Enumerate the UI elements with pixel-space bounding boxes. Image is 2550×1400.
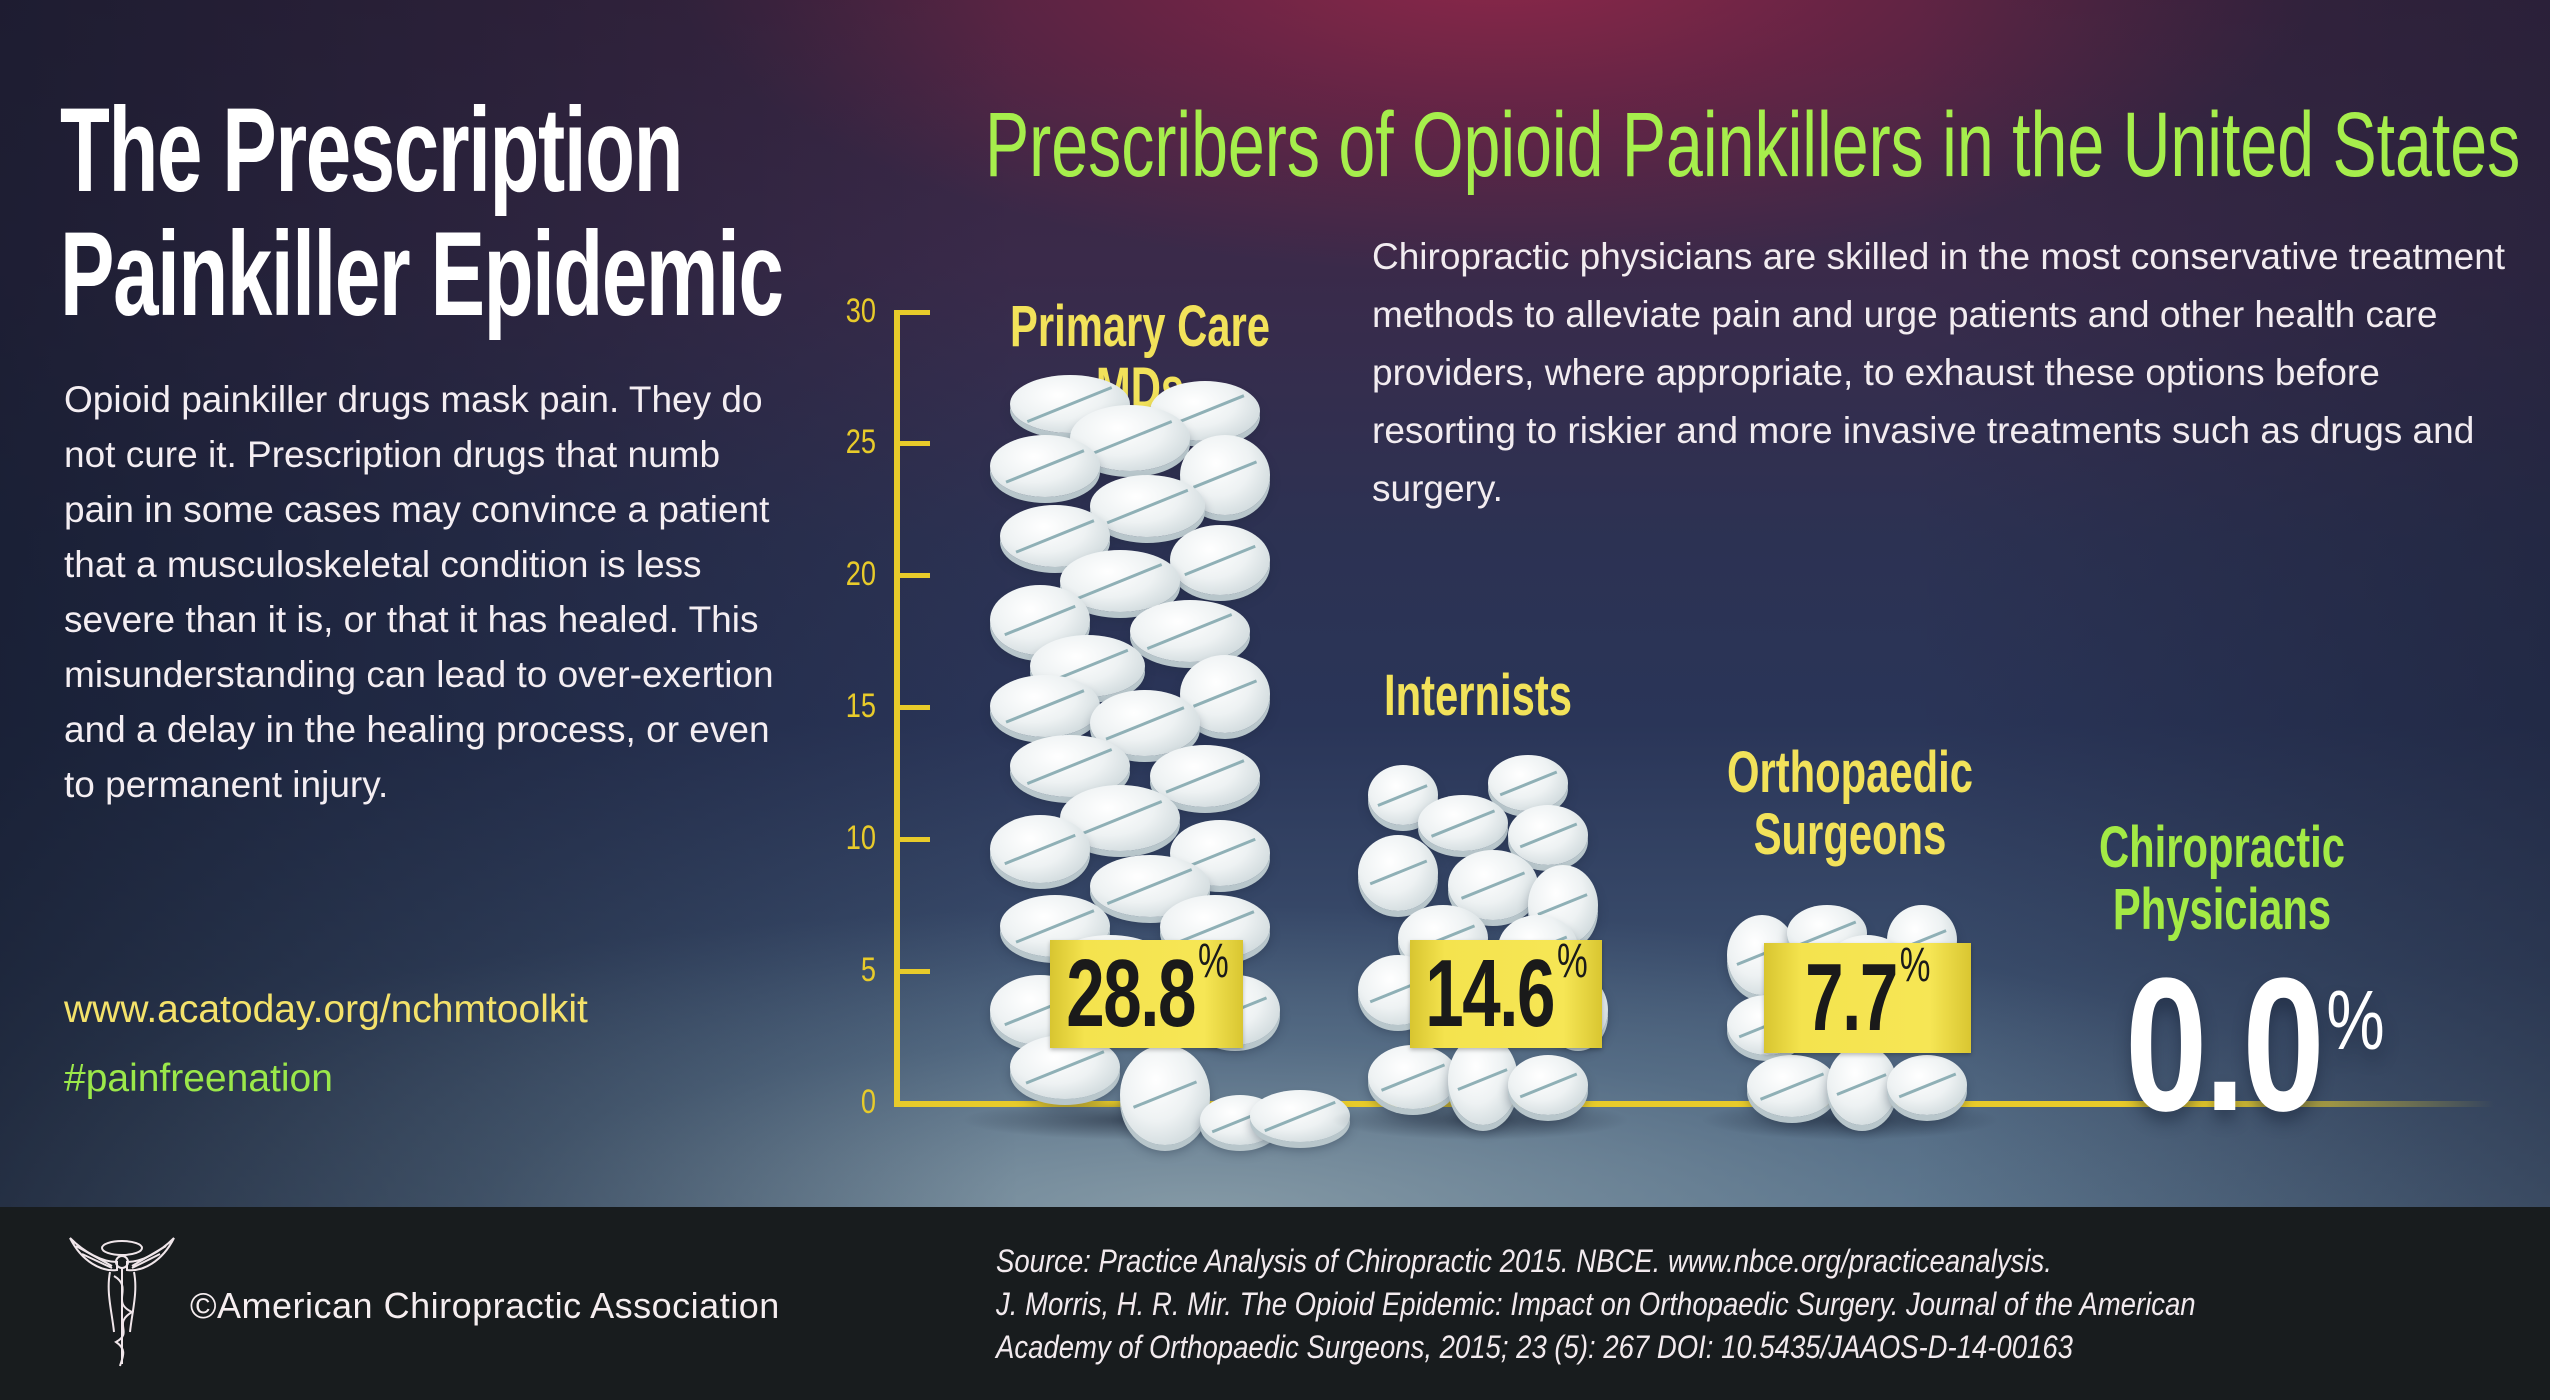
value-badge-primary-care: 28.8%: [1050, 935, 1243, 1048]
intro-paragraph: Opioid painkiller drugs mask pain. They …: [64, 379, 774, 805]
y-tick-30: [894, 310, 930, 315]
main-title-line-1: The Prescription: [60, 83, 683, 217]
hashtag: #painfreenation: [64, 1057, 333, 1100]
y-tick-label: 25: [845, 423, 876, 461]
source-citation: Source: Practice Analysis of Chiropracti…: [996, 1240, 2320, 1369]
y-tick-20: [894, 573, 930, 578]
y-tick-label: 5: [860, 951, 876, 989]
y-tick-10: [894, 837, 930, 842]
y-tick-5: [894, 969, 930, 974]
bar-label-internists: Internists: [1384, 663, 1572, 728]
y-tick-label: 30: [845, 292, 876, 330]
value-badge-orthopaedic: 7.7%: [1764, 939, 1971, 1053]
source-line-2: J. Morris, H. R. Mir. The Opioid Epidemi…: [996, 1286, 2196, 1322]
chart-title: Prescribers of Opioid Painkillers in the…: [985, 94, 2521, 196]
value-badge-internists: 14.6%: [1410, 935, 1602, 1048]
copyright-text: ©American Chiropractic Association: [190, 1285, 780, 1326]
value-text: 28.8%: [1066, 935, 1228, 1047]
y-tick-15: [894, 705, 930, 710]
y-tick-25: [894, 441, 930, 446]
bar-label-orthopaedic: Orthopaedic Surgeons: [1692, 742, 2009, 866]
main-title-line-2: Painkiller Epidemic: [60, 207, 784, 341]
bar-label-line-1: Chiropractic: [2099, 815, 2345, 880]
bar-label-line-2: Surgeons: [1753, 802, 1947, 867]
footer: [0, 1207, 2550, 1400]
bar-label-line-1: Orthopaedic: [1727, 740, 1973, 805]
value-text: 7.7%: [1805, 939, 1931, 1051]
chart-description: Chiropractic physicians are skilled in t…: [1372, 236, 2506, 509]
main-title: The Prescription Painkiller Epidemic: [60, 83, 784, 341]
x-axis-baseline: [894, 1101, 2494, 1107]
source-line-1: Source: Practice Analysis of Chiropracti…: [996, 1243, 2052, 1279]
y-tick-label: 0: [860, 1083, 876, 1121]
bar-label-line-2: Physicians: [2112, 877, 2332, 942]
y-tick-label: 10: [845, 819, 876, 857]
toolkit-link[interactable]: www.acatoday.org/nchmtoolkit: [64, 988, 588, 1031]
y-tick-label: 20: [845, 555, 876, 593]
pill-stack-primary-care: [990, 375, 1350, 1145]
bar-label-chiropractic: Chiropractic Physicians: [2064, 817, 2381, 941]
infographic-background: [0, 0, 2550, 1207]
value-text: 14.6%: [1425, 935, 1588, 1047]
source-line-3: Academy of Orthopaedic Surgeons, 2015; 2…: [996, 1329, 2073, 1365]
chiropractic-caduceus-logo-icon: [62, 1232, 182, 1372]
y-tick-label: 15: [845, 687, 876, 725]
value-chiropractic: 0.0%: [2125, 939, 2385, 1151]
